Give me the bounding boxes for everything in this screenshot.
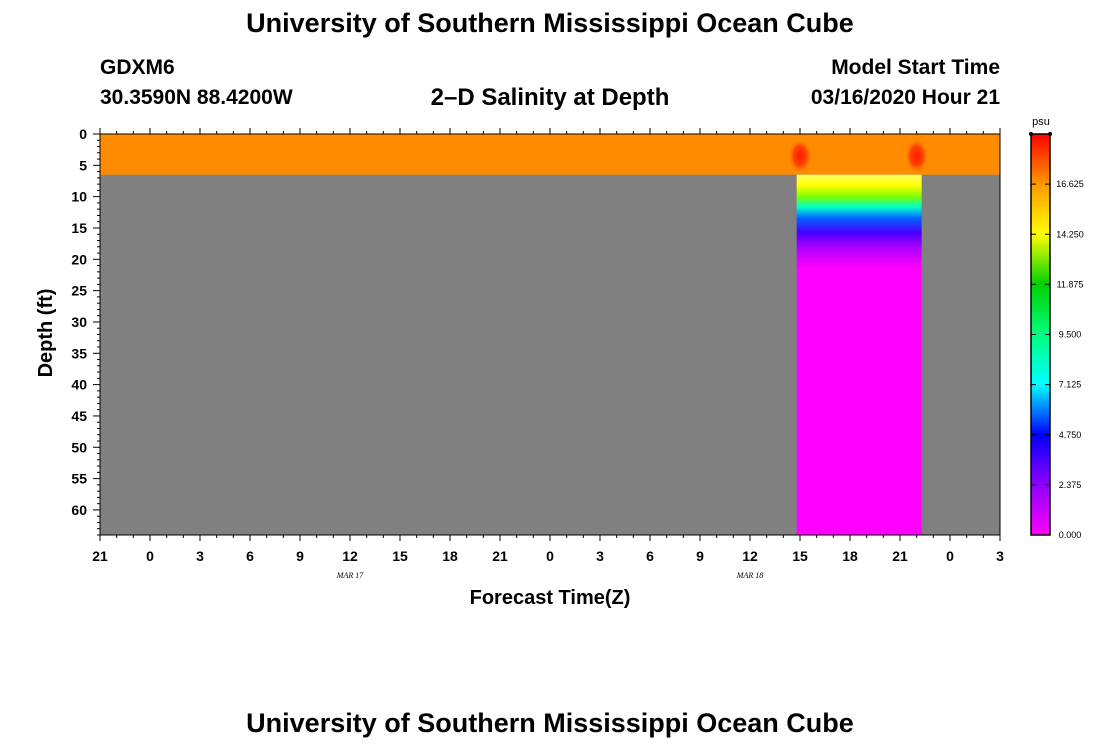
model-start-value: 03/16/2020 Hour 21 [810, 86, 1000, 109]
y-tick-label: 25 [71, 283, 87, 299]
y-axis: 0 5 10 15 20 25 30 35 40 45 50 55 60 [71, 126, 100, 536]
x-tick-label: 15 [792, 548, 808, 564]
surface-hotspot-2 [904, 137, 929, 174]
station-coordinates: 30.3590N 88.4200W [100, 86, 293, 109]
x-tick-label: 12 [342, 548, 358, 564]
y-tick-label: 55 [71, 471, 87, 487]
x-tick-label: 12 [742, 548, 758, 564]
y-tick-label: 15 [71, 220, 87, 236]
x-tick-label: 3 [996, 548, 1004, 564]
colorbar-tick-label: 4.750 [1059, 430, 1082, 440]
x-tick-label: 21 [892, 548, 908, 564]
y-tick-label: 35 [71, 345, 87, 361]
footer-title: University of Southern Mississippi Ocean… [246, 708, 854, 738]
x-tick-label: 15 [392, 548, 408, 564]
colorbar-tick-label: 16.625 [1056, 179, 1084, 189]
model-start-label: Model Start Time [831, 56, 1000, 79]
y-tick-label: 10 [71, 189, 87, 205]
x-tick-label: 3 [196, 548, 204, 564]
colorbar-cap [1048, 132, 1052, 136]
x-axis-title: Forecast Time(Z) [470, 587, 631, 609]
colorbar-tick-label: 7.125 [1059, 380, 1082, 390]
y-tick-label: 30 [71, 314, 87, 330]
colorbar-unit: psu [1032, 116, 1050, 128]
x-tick-label: 18 [442, 548, 458, 564]
surface-salinity-layer [100, 134, 1000, 175]
colorbar-tick-label: 9.500 [1059, 330, 1082, 340]
y-tick-label: 45 [71, 408, 87, 424]
x-axis: 21 0 3 6 9 12 15 18 21 0 3 6 9 12 15 18 21 0 3 MAR 17 MAR 18 [92, 128, 1004, 580]
colorbar-tick-label: 0.000 [1059, 530, 1082, 540]
x-tick-label: 3 [596, 548, 604, 564]
plot-title: 2–D Salinity at Depth [430, 84, 670, 111]
x-tick-label: 21 [92, 548, 108, 564]
colorbar-tick-label: 11.875 [1057, 279, 1084, 289]
y-tick-label: 20 [71, 251, 87, 267]
main-title: University of Southern Mississippi Ocean… [246, 8, 854, 38]
colorbar-tick-label: 2.375 [1059, 480, 1082, 490]
x-tick-label: 9 [696, 548, 704, 564]
x-tick-label: 6 [646, 548, 654, 564]
plot-area [99, 133, 1001, 536]
x-tick-label: 0 [146, 548, 154, 564]
y-tick-label: 0 [79, 126, 87, 142]
x-date-label: MAR 18 [736, 571, 763, 580]
y-axis-title: Depth (ft) [35, 289, 57, 378]
valid-water-column [796, 174, 922, 535]
y-tick-label: 50 [71, 439, 87, 455]
colorbar-cap [1029, 132, 1033, 136]
x-tick-label: 0 [946, 548, 954, 564]
x-tick-label: 0 [546, 548, 554, 564]
x-tick-label: 9 [296, 548, 304, 564]
y-tick-label: 60 [71, 502, 87, 518]
colorbar: psu 0.000 2.375 4.750 7.125 9.500 11.875 14.25… [1029, 116, 1084, 540]
station-id: GDXM6 [100, 56, 175, 79]
y-tick-label: 40 [71, 377, 87, 393]
colorbar-tick-label: 14.250 [1056, 229, 1084, 239]
x-tick-label: 21 [492, 548, 508, 564]
x-tick-label: 6 [246, 548, 254, 564]
x-tick-label: 18 [842, 548, 858, 564]
y-tick-label: 5 [79, 157, 87, 173]
surface-hotspot-1 [788, 137, 812, 174]
x-date-label: MAR 17 [336, 571, 364, 580]
